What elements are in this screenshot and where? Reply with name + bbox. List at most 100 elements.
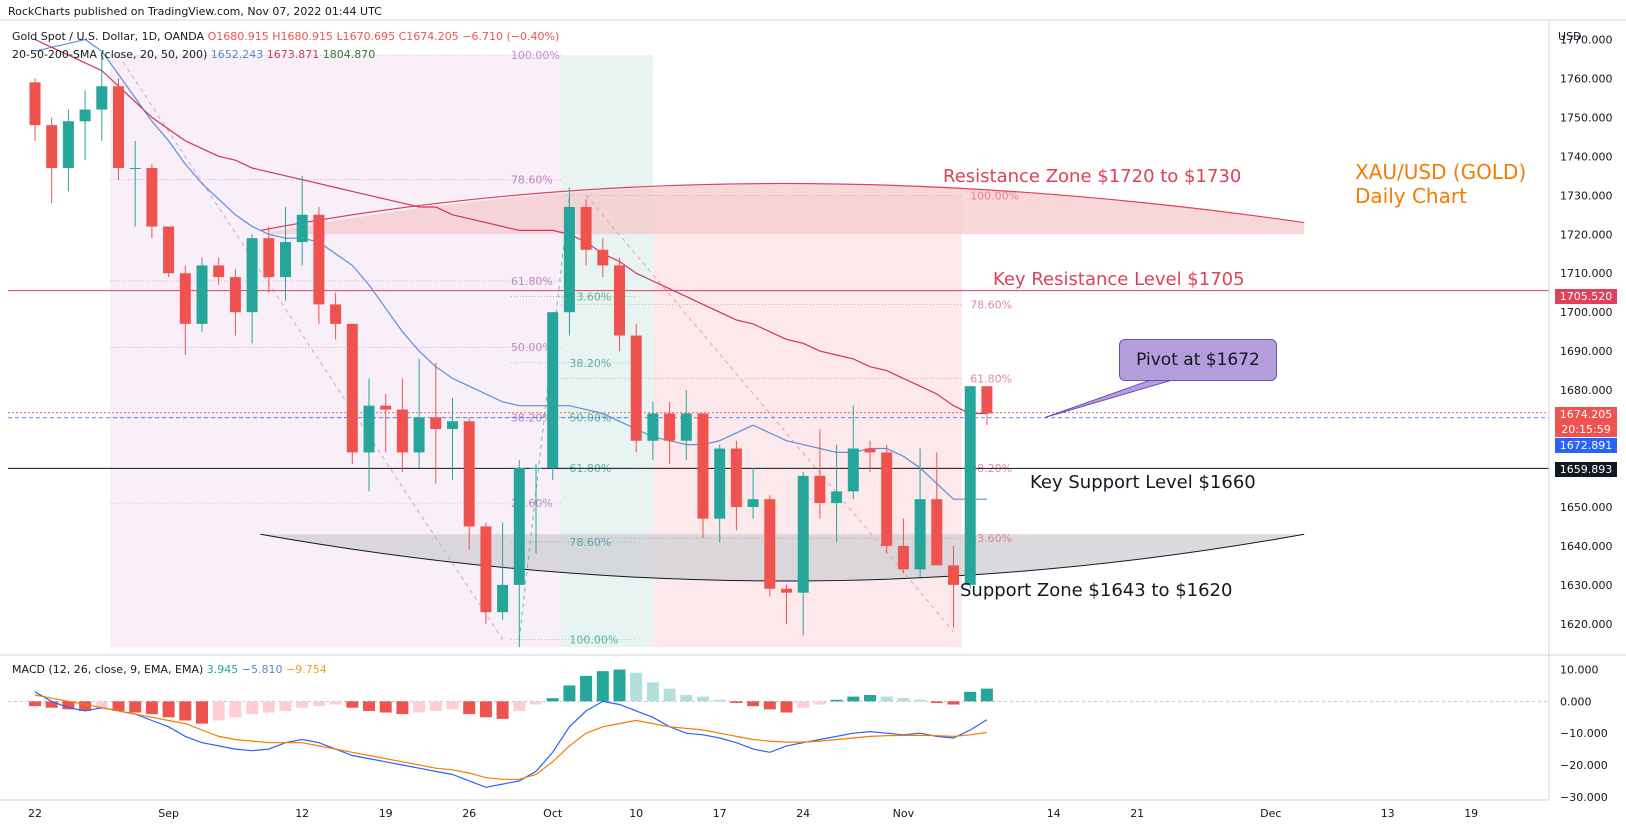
macd-hist-bar-18 <box>329 701 342 705</box>
price-tick-7: 1690.000 <box>1560 345 1613 358</box>
price-tick-13: 1750.000 <box>1560 111 1613 124</box>
candle-body-48 <box>831 491 843 504</box>
macd-hist-bar-34 <box>596 671 609 702</box>
candle-31 <box>547 312 559 480</box>
price-tick-0: 1620.000 <box>1560 618 1613 631</box>
candle-57 <box>981 386 993 426</box>
candle-body-31 <box>547 312 559 469</box>
price-tick-3: 1650.000 <box>1560 501 1613 514</box>
macd-hist-bar-51 <box>880 696 893 702</box>
candle-body-1 <box>46 125 58 169</box>
candle-21 <box>380 393 392 453</box>
macd-hist-bar-30 <box>530 701 542 705</box>
macd-hist-bar-16 <box>296 701 309 708</box>
fib1-label-0: 100.00% <box>511 49 560 62</box>
candle-body-18 <box>330 304 342 324</box>
candle-33 <box>580 199 592 266</box>
candle-body-3 <box>79 109 91 122</box>
candle-body-55 <box>948 565 959 585</box>
macd-label: MACD (12, 26, close, 9, EMA, EMA) <box>12 663 204 676</box>
sma20-line <box>34 38 987 500</box>
candle-39 <box>680 390 692 461</box>
candle-1 <box>46 117 58 204</box>
fib3-label-0: 100.00% <box>970 189 1019 202</box>
candle-49 <box>847 405 859 500</box>
candle-56 <box>964 386 976 589</box>
time-tick-8: 24 <box>796 807 810 820</box>
candle-43 <box>747 468 759 519</box>
macd-hist-bar-19 <box>346 701 359 708</box>
macd-signal-line <box>34 694 987 780</box>
key-resistance-label: Key Resistance Level $1705 <box>993 269 1245 290</box>
resistance-zone-area <box>260 184 1305 235</box>
candle-body-28 <box>497 584 509 613</box>
resistance-price-tag: 1705.520 <box>1555 289 1617 304</box>
candle-6 <box>129 140 141 227</box>
candle-body-21 <box>380 405 392 410</box>
macd-hist-bar-7 <box>145 701 158 715</box>
symbol-legend: Gold Spot / U.S. Dollar, 1D, OANDA O1680… <box>12 30 559 43</box>
macd-tick-3: −20.000 <box>1560 759 1608 772</box>
macd-hist-bar-26 <box>463 701 476 715</box>
candle-19 <box>346 323 358 465</box>
macd-hist-bar-40 <box>697 696 709 702</box>
macd-hist-bar-29 <box>513 701 526 711</box>
time-tick-9: Nov <box>893 807 915 820</box>
candle-37 <box>647 401 659 461</box>
macd-hist-bar-55 <box>947 701 960 705</box>
candle-body-14 <box>263 238 275 278</box>
candle-body-34 <box>597 249 609 266</box>
candle-45 <box>781 584 792 624</box>
macd-hist-bar-21 <box>379 701 392 713</box>
time-tick-1: Sep <box>158 807 179 820</box>
macd-hist-bar-0 <box>29 701 41 707</box>
candle-body-6 <box>129 168 141 170</box>
change-value: −6.710 (−0.40%) <box>462 30 560 43</box>
candle-44 <box>764 495 776 597</box>
candle-38 <box>664 401 676 465</box>
fib1-label-2: 61.80% <box>511 275 553 288</box>
macd-hist-bar-46 <box>797 701 810 708</box>
candle-12 <box>229 269 241 336</box>
candle-48 <box>831 444 843 543</box>
candle-0 <box>29 78 41 141</box>
price-tick-12: 1740.000 <box>1560 150 1613 163</box>
sma50-line <box>34 38 987 415</box>
candle-body-22 <box>396 409 408 453</box>
time-tick-12: Dec <box>1260 807 1281 820</box>
candle-32 <box>563 187 575 336</box>
macd-tick-1: 0.000 <box>1560 695 1592 708</box>
price-tick-10: 1720.000 <box>1560 228 1613 241</box>
macd-hist-bar-5 <box>112 701 125 711</box>
candle-body-41 <box>714 448 726 519</box>
price-tick-2: 1640.000 <box>1560 540 1613 553</box>
candle-26 <box>463 417 475 550</box>
macd-hist-bar-54 <box>930 701 943 703</box>
macd-hist-bar-23 <box>413 701 426 713</box>
candle-body-33 <box>580 206 592 250</box>
candle-body-19 <box>346 323 358 453</box>
candle-15 <box>280 206 291 301</box>
macd-hist-bar-35 <box>613 669 626 702</box>
fib1-label-1: 78.60% <box>511 174 553 187</box>
time-tick-11: 21 <box>1130 807 1144 820</box>
candle-9 <box>179 265 191 356</box>
macd-hist-bar-12 <box>229 701 242 718</box>
time-tick-7: 17 <box>713 807 727 820</box>
fib2-label-0: 23.60% <box>569 291 611 304</box>
macd-hist-bar-22 <box>396 701 409 715</box>
candle-20 <box>363 378 375 492</box>
candle-55 <box>948 545 959 628</box>
candle-body-42 <box>730 448 742 507</box>
resistance-zone-curve <box>260 182 1305 231</box>
macd-hist-bar-1 <box>45 701 58 708</box>
candle-3 <box>79 90 91 161</box>
candle-46 <box>797 471 809 636</box>
chart-title-line1: XAU/USD (GOLD) <box>1355 160 1527 184</box>
macd-hist-bar-48 <box>830 699 843 702</box>
macd-hist-bar-31 <box>546 698 559 702</box>
sma-price-tag: 1672.891 <box>1555 438 1617 453</box>
candle-body-51 <box>881 452 893 546</box>
candle-body-11 <box>213 265 225 278</box>
